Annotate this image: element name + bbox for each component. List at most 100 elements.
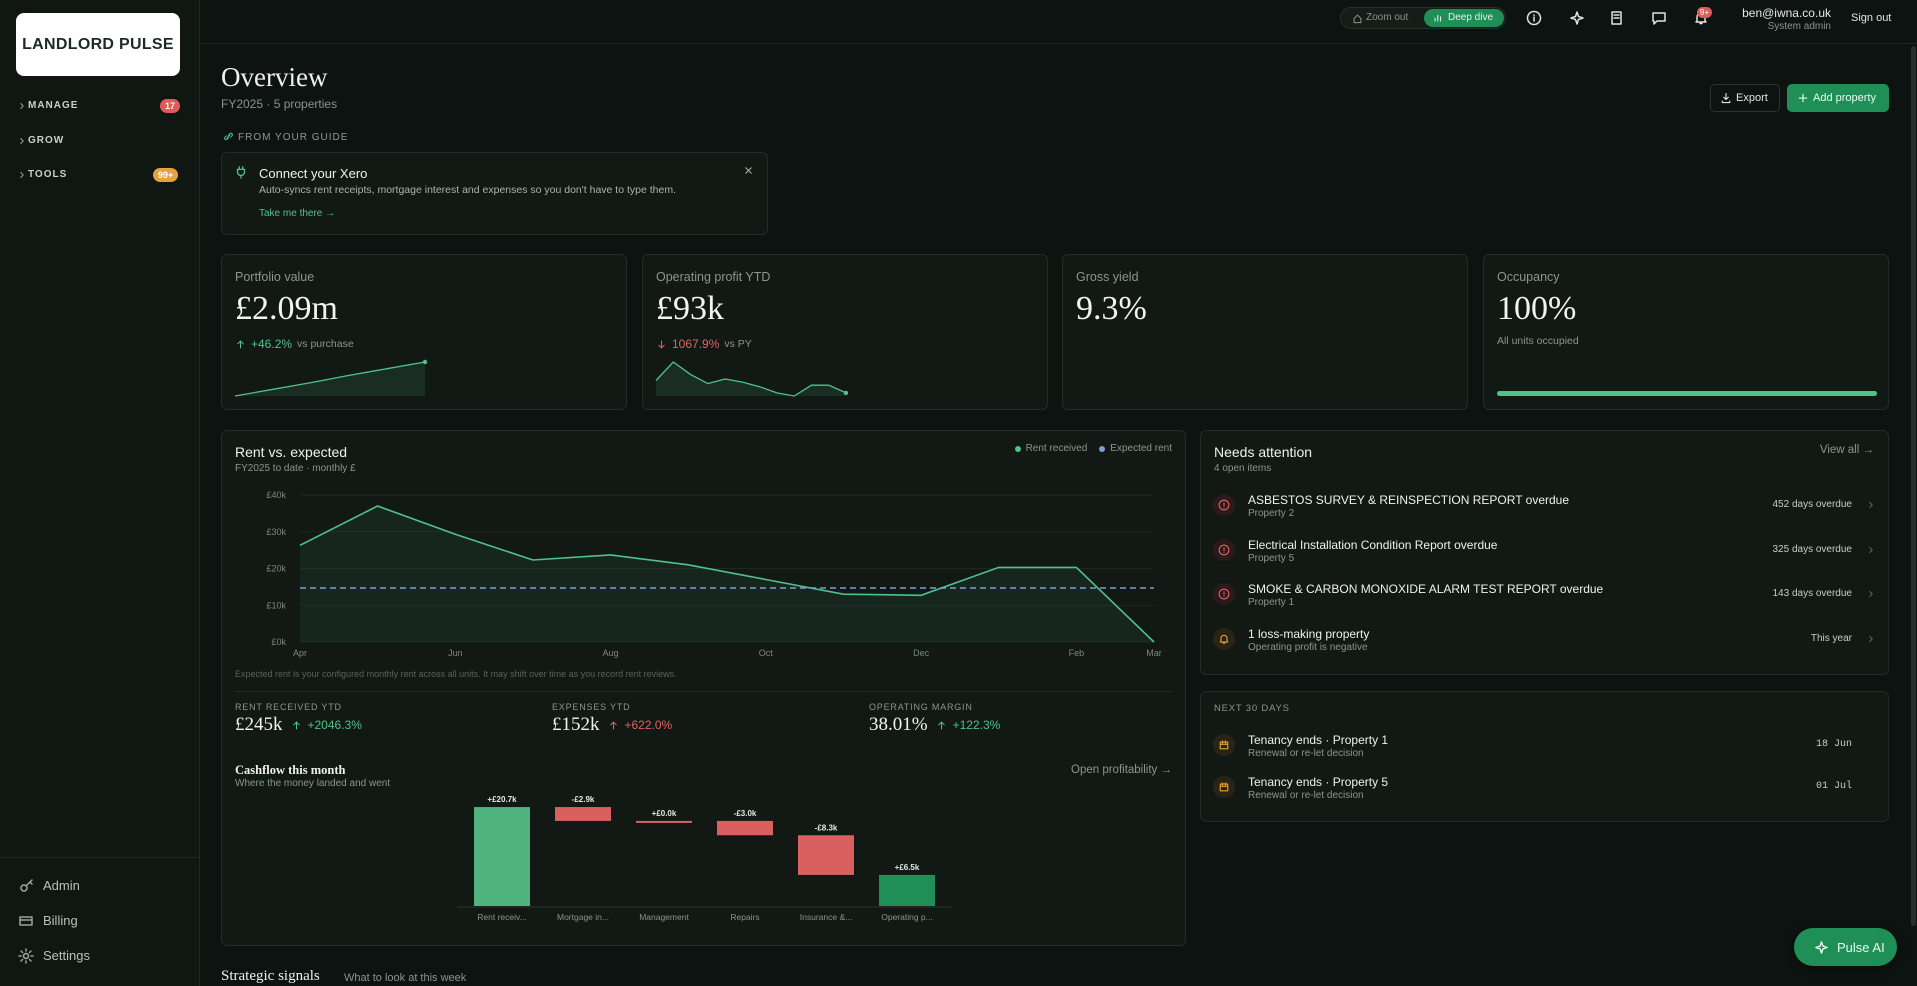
zoom-out-button[interactable]: Zoom out [1366,12,1409,23]
waterfall-bar [636,820,692,823]
stat-value: £152k [552,714,600,735]
user-email[interactable]: ben@iwna.co.uk [1742,6,1831,20]
export-label[interactable]: Export [1736,92,1768,104]
guide-label-icon-path [224,132,233,141]
sparkline-line [234,361,426,397]
topbar-icon [1526,10,1542,26]
x-tick-label: Aug [603,648,619,658]
attention-icon-path [1219,634,1229,644]
guide-text: Auto-syncs rent receipts, mortgage inter… [259,184,676,196]
attention-item-title[interactable]: Electrical Installation Condition Report… [1248,538,1498,552]
value-label: +£6.5k [895,863,920,872]
kpi-value: £93k [656,290,724,327]
x-tick-label: Repairs [730,912,759,922]
kpi-delta: 1067.9% [672,337,720,351]
assistant-button[interactable] [1794,928,1897,966]
sidebar-footer-link[interactable]: Billing [43,913,78,928]
y-tick-label: £0k [271,637,286,647]
sparkline-line [655,361,847,397]
guide-title: Connect your Xero [259,166,368,181]
stat-trend-icon [937,721,945,729]
sparkline-end [422,359,428,365]
guide-link[interactable]: Take me there → [259,208,336,219]
nav-badge: 99+ [153,168,179,182]
attention-item-title[interactable]: SMOKE & CARBON MONOXIDE ALARM TEST REPOR… [1248,582,1604,596]
y-tick-label: £10k [266,600,286,610]
x-tick-label: Feb [1069,648,1085,658]
page-title: Overview [221,62,328,92]
assistant-label[interactable]: Pulse AI [1837,940,1885,955]
nav-chevron [20,138,24,144]
kpi-label: Occupancy [1497,270,1560,284]
value-label: -£8.3k [815,823,838,832]
guide-label: FROM YOUR GUIDE [238,132,349,143]
kpi-delta-row: 1067.9% vs PY [656,337,752,351]
attention-item-meta: 143 days overdue [1772,588,1852,599]
stat-row: 38.01% +122.3% [869,714,1000,736]
upcoming-item-title[interactable]: Tenancy ends · Property 1 [1248,733,1389,747]
attention-count: 4 open items [1214,463,1272,474]
page-subtitle: FY2025 · 5 properties [221,97,338,111]
legend-item[interactable]: Expected rent [1099,443,1172,454]
upcoming-item-date: 01 Jul [1815,781,1852,792]
deep-dive-label[interactable]: Deep dive [1448,12,1494,23]
add-property-label[interactable]: Add property [1813,92,1876,104]
attention-title: Needs attention [1214,444,1313,460]
notification-badge[interactable]: 9+ [1697,7,1713,18]
scrollbar-thumb[interactable] [1911,46,1916,926]
logo[interactable]: LANDLORD PULSE [16,13,180,76]
nav-label[interactable]: GROW [28,135,65,146]
legend-item[interactable]: Rent received [1014,443,1088,454]
deep-dive-button[interactable] [1424,9,1504,27]
upcoming-item-date: 18 Jun [1815,739,1852,750]
sidebar-footer-link[interactable]: Settings [43,948,90,963]
kpi-trend-icon-path [237,340,244,348]
sidebar-footer-icon [20,879,33,892]
attention-icon [1219,634,1229,644]
x-tick-label: Dec [913,648,930,658]
attention-item-title[interactable]: 1 loss-making property [1248,627,1370,641]
y-tick-label: £30k [266,527,286,537]
guide-icon [236,166,246,179]
stat-delta: +2046.3% [307,718,362,732]
sign-out[interactable]: Sign out [1851,12,1892,24]
cashflow-link[interactable]: Open profitability → [1071,764,1172,776]
sidebar [0,0,200,986]
upcoming-icon [1219,782,1229,792]
legend-label: Rent received [1025,443,1088,454]
sparkline [655,361,849,397]
charts-canvas: £0k £10k £20k £30k £40k Apr Jun Aug Oct Dec Feb Mar… [266,490,1161,922]
upcoming-icon-bg [1213,734,1235,756]
x-tick-label: Insurance &... [800,912,852,922]
attention-item-title[interactable]: ASBESTOS SURVEY & REINSPECTION REPORT ov… [1248,493,1570,507]
kpi-value: 9.3% [1076,290,1147,327]
topbar-icon-path [1526,10,1542,26]
topbar-icon [1611,11,1622,25]
upcoming-icon-bg [1213,776,1235,798]
stat-trend-icon [292,721,300,729]
upcoming-item-title[interactable]: Tenancy ends · Property 5 [1248,775,1389,789]
kpi-delta: +46.2% [251,337,293,351]
kpi-card [1483,254,1889,410]
attention-item-subtitle: Property 5 [1248,553,1295,564]
chart-subtitle: FY2025 to date · monthly £ [235,463,356,474]
guide-close[interactable] [743,165,754,176]
waterfall-bar [717,820,773,836]
x-tick-label: Jun [448,648,463,658]
attention-item-subtitle: Operating profit is negative [1248,642,1368,653]
topbar-icon-path [1611,11,1622,25]
view-all-link[interactable]: View all → [1819,444,1874,456]
attention-chevron-path [1869,636,1873,642]
nav-label[interactable]: TOOLS [28,169,68,180]
kpi-delta-row: +46.2% vs purchase [235,337,354,351]
x-tick-label: Management [639,912,689,922]
guide-icon-path [236,166,246,179]
sidebar-footer-link[interactable]: Admin [43,878,80,893]
export-button[interactable] [1710,84,1780,112]
nav-label[interactable]: MANAGE [28,100,79,111]
attention-item-subtitle: Property 2 [1248,508,1295,519]
kpi-note: vs PY [724,338,752,350]
